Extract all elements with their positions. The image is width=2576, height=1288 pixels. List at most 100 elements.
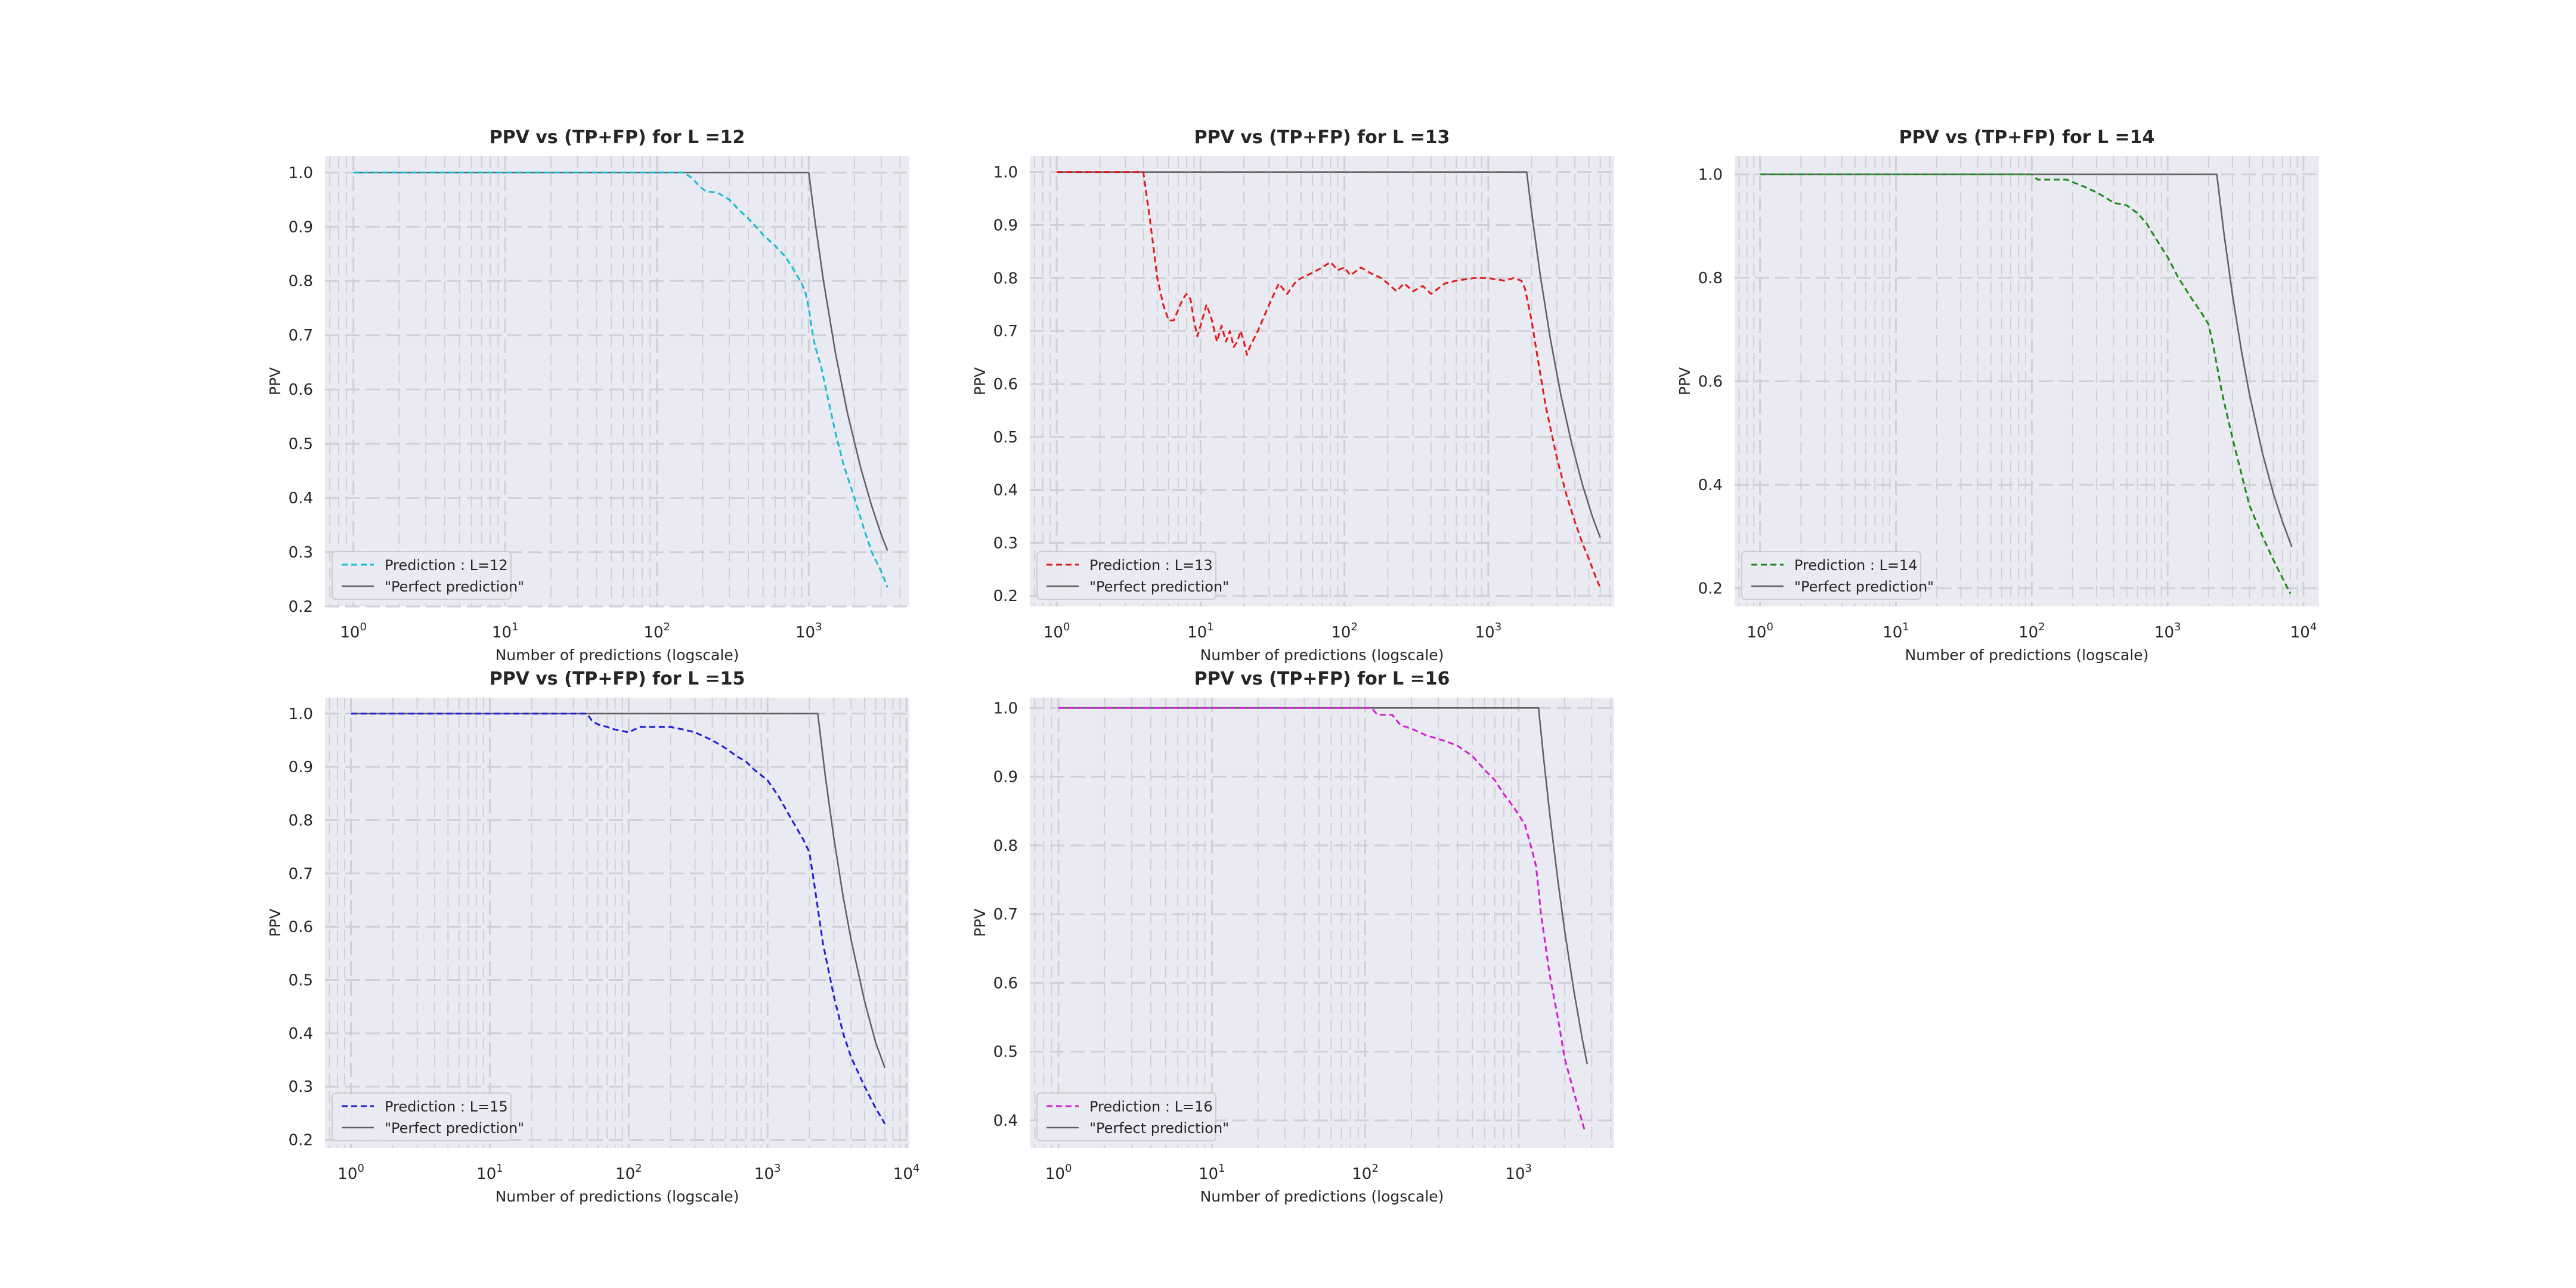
x-tick-label: 101 <box>1199 1162 1225 1183</box>
legend: Prediction : L=15 "Perfect prediction" <box>332 1092 524 1141</box>
legend-label: Prediction : L=16 <box>1089 1098 1213 1115</box>
y-tick-label: 0.4 <box>289 1025 313 1043</box>
y-tick-label: 0.7 <box>289 327 313 345</box>
minor-gridlines <box>1033 156 1611 606</box>
y-tick-label: 0.9 <box>993 216 1018 234</box>
chart-3: 100 101 102 103 104 1.0 0.8 0.6 0.4 0.2 PPV vs (TP… <box>1676 127 2319 664</box>
x-tick-label: 100 <box>1747 621 1773 642</box>
x-tick-label: 101 <box>476 1162 503 1183</box>
y-tick-label: 0.9 <box>993 769 1018 787</box>
y-tick-label: 0.6 <box>993 974 1018 992</box>
perfect-prediction-line <box>1760 174 2293 547</box>
y-axis-label: PPV <box>267 367 284 395</box>
x-tick-label: 101 <box>1883 621 1909 642</box>
y-tick-label: 0.8 <box>993 270 1018 287</box>
x-axis-label: Number of predictions (logscale) <box>1200 646 1444 664</box>
legend: Prediction : L=13 "Perfect prediction" <box>1036 551 1229 600</box>
legend-label: "Perfect prediction" <box>385 1120 524 1137</box>
x-tick-label: 102 <box>643 621 670 642</box>
legend-label: "Perfect prediction" <box>385 578 524 595</box>
y-tick-label: 0.2 <box>993 587 1018 605</box>
perfect-prediction-line <box>1058 707 1588 1064</box>
chart-title: PPV vs (TP+FP) for L =16 <box>1194 668 1450 689</box>
y-tick-label: 0.5 <box>289 435 313 453</box>
prediction-line <box>351 713 886 1125</box>
x-tick-label: 102 <box>1331 621 1358 642</box>
x-tick-label: 103 <box>1505 1162 1532 1183</box>
perfect-prediction-line <box>353 172 888 551</box>
x-tick-label: 100 <box>1044 621 1070 642</box>
legend-label: Prediction : L=13 <box>1089 557 1213 574</box>
y-tick-label: 0.5 <box>993 429 1018 447</box>
y-tick-label: 0.7 <box>993 323 1018 340</box>
minor-gridlines <box>1034 698 1612 1148</box>
y-tick-label: 0.6 <box>993 376 1018 394</box>
y-tick-label: 0.5 <box>289 972 313 990</box>
legend: Prediction : L=12 "Perfect prediction" <box>332 551 524 600</box>
minor-gridlines <box>329 156 901 606</box>
x-tick-label: 104 <box>2290 621 2317 642</box>
legend-box <box>1036 1092 1216 1141</box>
legend-label: "Perfect prediction" <box>1089 578 1229 595</box>
y-tick-label: 0.2 <box>289 598 313 616</box>
chart-title: PPV vs (TP+FP) for L =12 <box>490 127 745 148</box>
prediction-line <box>1760 173 2292 594</box>
x-tick-label: 104 <box>893 1162 920 1183</box>
x-tick-label: 102 <box>2018 621 2045 642</box>
y-tick-label: 0.4 <box>289 490 313 507</box>
y-tick-label: 0.3 <box>289 544 313 562</box>
y-tick-label: 0.8 <box>993 837 1018 855</box>
y-tick-label: 0.5 <box>993 1044 1018 1061</box>
legend-label: "Perfect prediction" <box>1089 1120 1229 1137</box>
y-tick-label: 1.0 <box>289 705 313 723</box>
y-tick-label: 0.4 <box>1698 476 1723 494</box>
perfect-prediction-line <box>351 713 886 1069</box>
plot-area <box>1030 698 1614 1148</box>
x-axis-label: Number of predictions (logscale) <box>1905 646 2149 664</box>
x-tick-label: 103 <box>754 1162 781 1183</box>
x-axis-label: Number of predictions (logscale) <box>1200 1188 1444 1205</box>
y-tick-label: 0.8 <box>1698 270 1723 287</box>
y-tick-label: 0.6 <box>289 381 313 399</box>
legend-label: "Perfect prediction" <box>1794 578 1934 595</box>
chart-title: PPV vs (TP+FP) for L =15 <box>490 668 745 689</box>
x-tick-label: 100 <box>340 621 367 642</box>
y-axis-label: PPV <box>971 367 989 395</box>
legend-box <box>1036 551 1216 600</box>
y-tick-label: 0.2 <box>289 1132 313 1150</box>
x-tick-label: 102 <box>1352 1162 1379 1183</box>
x-tick-label: 100 <box>338 1162 364 1183</box>
y-tick-label: 0.9 <box>289 758 313 776</box>
y-tick-label: 1.0 <box>289 164 313 182</box>
y-tick-label: 0.3 <box>289 1078 313 1096</box>
chart-1: 100 101 102 103 1.0 0.9 0.8 0.7 0.6 0.5 0.4 0.3 0.2 P… <box>267 127 909 664</box>
legend-label: Prediction : L=14 <box>1794 557 1918 574</box>
minor-gridlines <box>329 698 901 1148</box>
legend-label: Prediction : L=15 <box>385 1098 508 1115</box>
y-tick-label: 1.0 <box>993 699 1018 717</box>
perfect-prediction-line <box>1057 171 1601 538</box>
x-tick-label: 100 <box>1045 1162 1072 1183</box>
y-tick-label: 0.7 <box>993 906 1018 924</box>
x-tick-label: 101 <box>492 621 519 642</box>
chart-2: 100 101 102 103 1.0 0.9 0.8 0.7 0.6 0.5 0.4 0.3 0.2 P… <box>971 127 1614 664</box>
chart-4: 100 101 102 103 104 1.0 0.9 0.8 0.7 0.6 0.5 0.4 0.3 0… <box>267 668 919 1205</box>
x-axis-label: Number of predictions (logscale) <box>496 646 739 664</box>
chart-5: 100 101 102 103 1.0 0.9 0.8 0.7 0.6 0.5 0.4 PPV vs … <box>971 668 1614 1205</box>
y-tick-label: 0.2 <box>1698 580 1723 598</box>
y-tick-label: 0.6 <box>289 918 313 936</box>
x-axis-label: Number of predictions (logscale) <box>496 1188 739 1205</box>
y-tick-label: 0.8 <box>289 273 313 290</box>
y-axis-label: PPV <box>1676 367 1693 395</box>
legend: Prediction : L=16 "Perfect prediction" <box>1036 1092 1229 1141</box>
legend-box <box>332 1092 512 1141</box>
legend: Prediction : L=14 "Perfect prediction" <box>1741 551 1934 600</box>
x-tick-label: 101 <box>1187 621 1214 642</box>
y-tick-label: 1.0 <box>993 164 1018 182</box>
legend-label: Prediction : L=12 <box>385 557 508 574</box>
prediction-line <box>1058 707 1586 1131</box>
chart-title: PPV vs (TP+FP) for L =14 <box>1899 127 2155 148</box>
prediction-line <box>353 171 888 588</box>
x-tick-label: 103 <box>795 621 822 642</box>
